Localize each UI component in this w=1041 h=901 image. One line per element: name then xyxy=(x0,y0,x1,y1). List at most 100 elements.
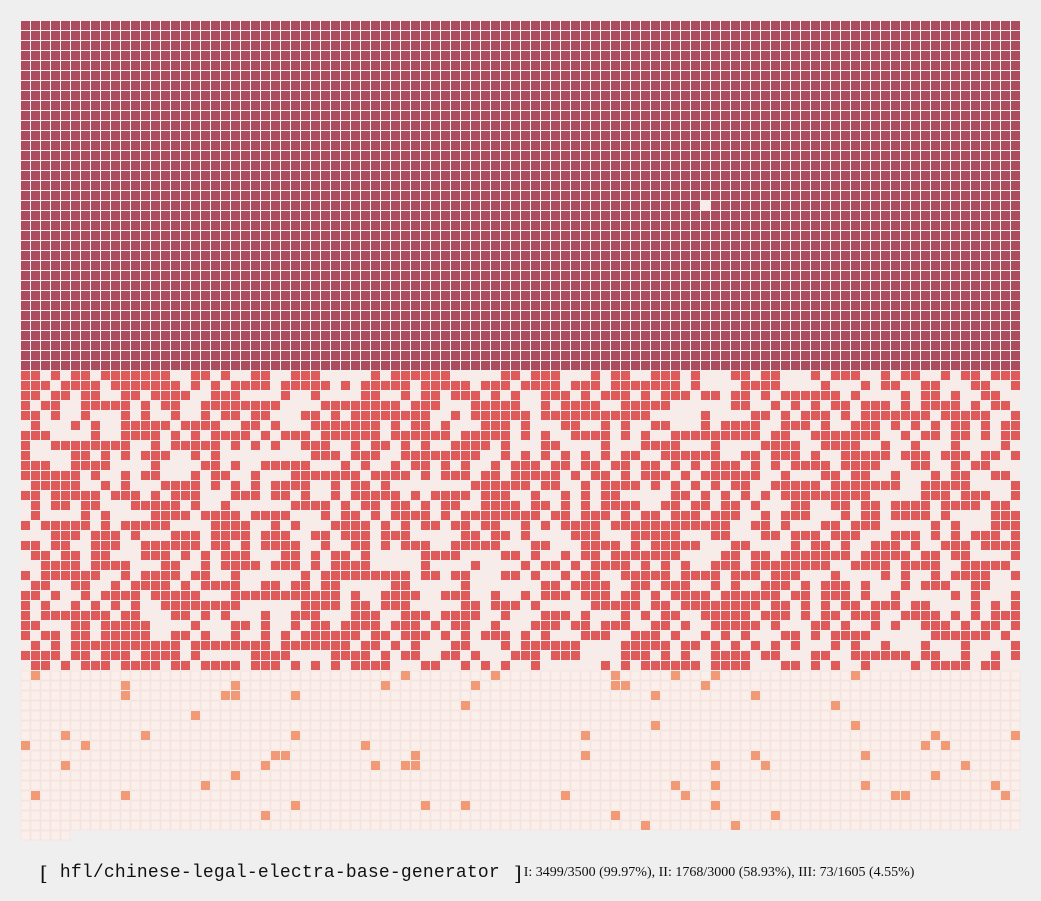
covered-cell xyxy=(971,221,980,230)
covered-cell xyxy=(751,231,760,240)
missing-cell xyxy=(1001,461,1010,470)
covered-cell xyxy=(151,271,160,280)
covered-cell xyxy=(911,231,920,240)
covered-cell xyxy=(661,231,670,240)
covered-cell xyxy=(321,61,330,70)
covered-cell xyxy=(41,461,50,470)
covered-cell xyxy=(361,491,370,500)
covered-cell xyxy=(991,191,1000,200)
covered-cell xyxy=(651,341,660,350)
covered-cell xyxy=(511,291,520,300)
covered-cell xyxy=(481,321,490,330)
missing-cell xyxy=(481,461,490,470)
covered-cell xyxy=(241,61,250,70)
covered-cell xyxy=(631,191,640,200)
covered-cell xyxy=(341,21,350,30)
covered-cell xyxy=(61,221,70,230)
covered-cell xyxy=(931,31,940,40)
covered-cell xyxy=(511,391,520,400)
covered-cell xyxy=(801,211,810,220)
covered-cell xyxy=(221,301,230,310)
covered-cell xyxy=(731,191,740,200)
covered-cell xyxy=(421,271,430,280)
covered-cell xyxy=(141,401,150,410)
covered-cell xyxy=(371,491,380,500)
covered-cell xyxy=(1001,111,1010,120)
missing-cell xyxy=(71,401,80,410)
covered-cell xyxy=(331,271,340,280)
covered-cell xyxy=(481,121,490,130)
covered-cell xyxy=(141,361,150,370)
covered-cell xyxy=(341,261,350,270)
covered-cell xyxy=(351,121,360,130)
covered-cell xyxy=(861,361,870,370)
covered-cell xyxy=(221,41,230,50)
covered-cell xyxy=(551,371,560,380)
covered-cell xyxy=(891,341,900,350)
covered-cell xyxy=(961,421,970,430)
covered-cell xyxy=(821,151,830,160)
missing-cell xyxy=(651,491,660,500)
covered-cell xyxy=(231,31,240,40)
covered-cell xyxy=(481,501,490,510)
covered-cell xyxy=(31,221,40,230)
covered-cell xyxy=(361,361,370,370)
covered-cell xyxy=(491,291,500,300)
covered-cell xyxy=(851,51,860,60)
covered-cell xyxy=(631,61,640,70)
covered-cell xyxy=(641,201,650,210)
covered-cell xyxy=(871,461,880,470)
covered-cell xyxy=(781,91,790,100)
covered-cell xyxy=(301,261,310,270)
covered-cell xyxy=(481,411,490,420)
covered-cell xyxy=(481,301,490,310)
covered-cell xyxy=(821,211,830,220)
covered-cell xyxy=(891,211,900,220)
covered-cell xyxy=(931,261,940,270)
covered-cell xyxy=(711,301,720,310)
covered-cell xyxy=(61,441,70,450)
covered-cell xyxy=(471,301,480,310)
missing-cell xyxy=(851,411,860,420)
covered-cell xyxy=(931,311,940,320)
covered-cell xyxy=(941,451,950,460)
covered-cell xyxy=(381,221,390,230)
covered-cell xyxy=(101,331,110,340)
covered-cell xyxy=(471,151,480,160)
covered-cell xyxy=(761,271,770,280)
covered-cell xyxy=(211,311,220,320)
covered-cell xyxy=(531,221,540,230)
covered-cell xyxy=(581,201,590,210)
covered-cell xyxy=(501,491,510,500)
covered-cell xyxy=(741,161,750,170)
covered-cell xyxy=(151,171,160,180)
missing-cell xyxy=(921,471,930,480)
covered-cell xyxy=(771,431,780,440)
covered-cell xyxy=(1011,271,1020,280)
missing-cell xyxy=(701,201,710,210)
covered-cell xyxy=(21,101,30,110)
covered-cell xyxy=(131,21,140,30)
missing-cell xyxy=(291,511,300,520)
covered-cell xyxy=(91,51,100,60)
covered-cell xyxy=(111,231,120,240)
covered-cell xyxy=(951,241,960,250)
covered-cell xyxy=(371,31,380,40)
covered-cell xyxy=(1011,91,1020,100)
covered-cell xyxy=(201,331,210,340)
covered-cell xyxy=(451,21,460,30)
covered-cell xyxy=(921,101,930,110)
covered-cell xyxy=(971,341,980,350)
covered-cell xyxy=(281,131,290,140)
covered-cell xyxy=(751,61,760,70)
covered-cell xyxy=(911,221,920,230)
covered-cell xyxy=(101,371,110,380)
covered-cell xyxy=(501,101,510,110)
covered-cell xyxy=(891,201,900,210)
covered-cell xyxy=(331,81,340,90)
covered-cell xyxy=(1011,171,1020,180)
covered-cell xyxy=(491,341,500,350)
covered-cell xyxy=(311,181,320,190)
covered-cell xyxy=(321,161,330,170)
covered-cell xyxy=(421,201,430,210)
